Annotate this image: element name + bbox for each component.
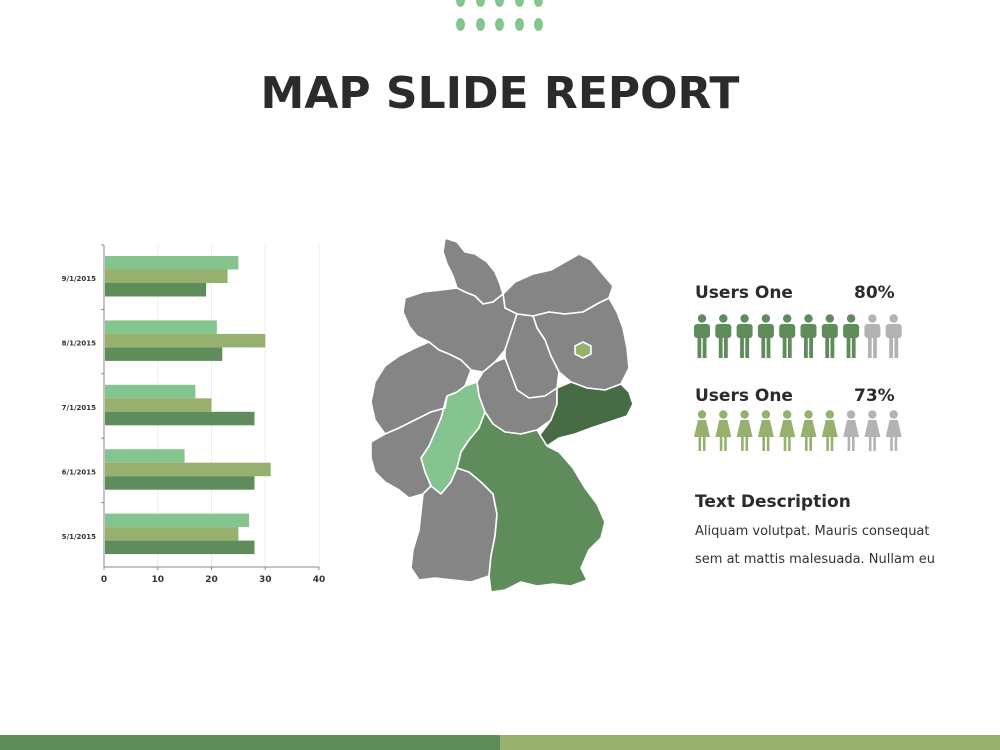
map-region-berlin	[574, 341, 592, 359]
category-label: 9/1/2015	[62, 275, 96, 283]
user-icons-row-1	[694, 314, 902, 358]
description-title: Text Description	[695, 492, 851, 512]
male-person-icon	[779, 314, 796, 358]
category-label: 6/1/2015	[62, 468, 96, 476]
footer-bar-right	[500, 735, 1000, 750]
bar	[105, 449, 185, 463]
bar	[105, 540, 255, 555]
female-person-icon	[864, 410, 881, 451]
bar	[105, 347, 223, 361]
female-person-icon	[821, 410, 838, 451]
bar	[105, 333, 266, 348]
bar	[105, 269, 228, 283]
female-person-icon	[843, 410, 860, 451]
male-person-icon	[821, 314, 838, 358]
x-tick-label: 40	[313, 575, 326, 585]
bar-chart: 5/1/2015 6/1/2015 7/1/2015 8/1/2015 9/1/2015…	[62, 244, 326, 585]
male-person-icon	[694, 314, 710, 358]
female-person-icon	[757, 410, 774, 451]
stat-label-2: Users One	[695, 386, 793, 406]
bar	[105, 320, 217, 334]
bar	[105, 513, 250, 528]
male-person-icon	[864, 314, 881, 358]
user-icons-row-2	[694, 410, 902, 451]
slide-title: MAP SLIDE REPORT	[260, 68, 740, 119]
female-person-icon	[779, 410, 796, 451]
male-person-icon	[736, 314, 753, 358]
male-person-icon	[715, 314, 732, 358]
bar	[105, 256, 239, 270]
bar	[105, 398, 212, 412]
bar	[105, 283, 207, 297]
male-person-icon	[885, 314, 902, 358]
female-person-icon	[736, 410, 753, 451]
decorative-dots	[452, 0, 552, 34]
female-person-icon	[800, 410, 817, 451]
stat-value-1: 80%	[854, 283, 895, 303]
map-region-saxony	[538, 381, 634, 447]
footer-bar-left	[0, 735, 500, 750]
description-text: Aliquam volutpat. Mauris consequat sem a…	[695, 524, 935, 567]
category-label: 7/1/2015	[62, 404, 96, 412]
category-label: 5/1/2015	[62, 533, 96, 541]
female-person-icon	[694, 410, 710, 451]
x-tick-label: 20	[205, 575, 218, 585]
female-person-icon	[715, 410, 732, 451]
bar	[105, 527, 239, 541]
bar	[105, 476, 255, 490]
x-tick-label: 30	[259, 575, 272, 585]
bar	[105, 462, 271, 477]
female-person-icon	[885, 410, 902, 451]
x-tick-label: 10	[151, 575, 164, 585]
bar	[105, 411, 255, 426]
category-label: 8/1/2015	[62, 340, 96, 348]
male-person-icon	[800, 314, 817, 358]
germany-map	[370, 237, 634, 593]
bar	[105, 384, 196, 399]
stat-value-2: 73%	[854, 386, 895, 406]
x-tick-label: 0	[101, 575, 107, 585]
male-person-icon	[757, 314, 774, 358]
stat-label-1: Users One	[695, 283, 793, 303]
male-person-icon	[843, 314, 860, 358]
map-region-rhineland-palatinate	[370, 395, 448, 499]
map-region-bavaria	[456, 411, 606, 593]
